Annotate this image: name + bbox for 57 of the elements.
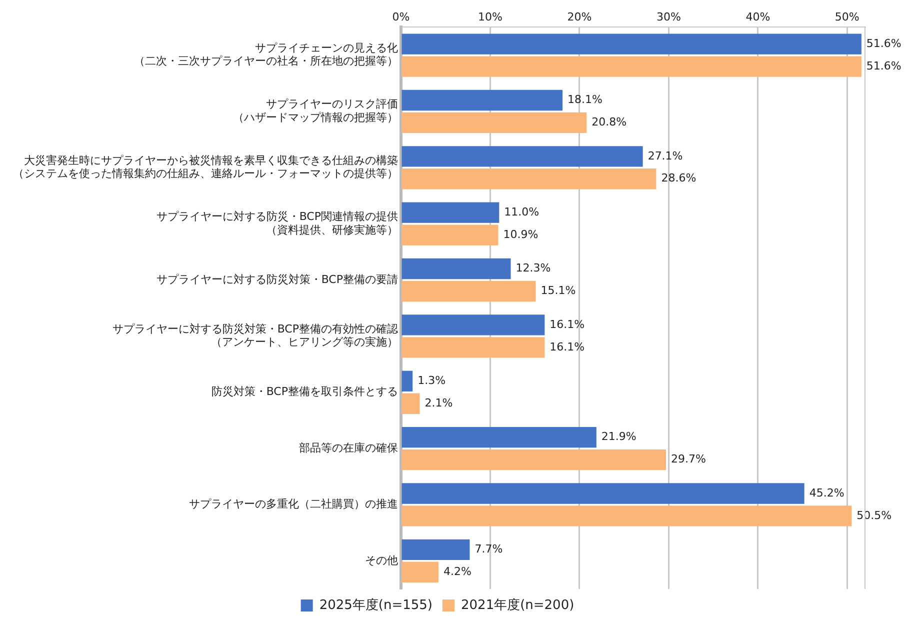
y-tick-label: サプライヤーに対する防災・BCP関連情報の提供（資料提供、研修実施等） [156,210,398,236]
data-label: 51.6% [866,36,902,50]
bar [402,202,500,223]
bar [402,483,804,504]
x-tick-label: 10% [478,10,502,24]
bar [402,426,596,448]
x-tick-label: 0% [392,10,410,24]
x-tick-label: 20% [567,10,592,24]
bar [402,90,563,111]
data-label: 16.1% [550,340,585,354]
bar [402,539,470,560]
data-label: 29.7% [671,452,706,466]
legend-label: 2025年度(n=155) [319,596,433,613]
bar [402,562,438,582]
bar [402,280,536,302]
y-tick-label: サプライヤーに対する防災対策・BCP整備の要請 [156,272,398,286]
data-label: 1.3% [418,374,446,387]
bar [402,314,545,336]
data-label: 15.1% [540,284,576,298]
y-tick-label: 大災害発生時にサプライヤーから被災情報を素早く収集できる仕組みの構築（システムを使った情報集約の仕組み、連絡ルール・フォーマットの提供等） [13,154,398,180]
data-label: 45.2% [809,486,844,500]
y-tick-label: その他 [365,554,398,567]
data-label: 7.7% [474,542,503,556]
bar [402,337,545,358]
data-label: 10.9% [503,228,538,241]
y-tick-label: サプライヤーの多重化（二社購買）の推進 [189,498,398,511]
bar [402,393,420,414]
bar [402,34,862,54]
y-tick-label: 部品等の在庫の確保 [299,441,398,454]
data-label: 2.1% [424,396,453,410]
data-label: 11.0% [504,205,540,218]
data-label: 12.3% [516,262,551,275]
data-label: 18.1% [568,93,602,106]
data-label: 16.1% [550,318,585,331]
x-tick-label: 30% [656,10,681,24]
bar [402,370,413,392]
x-tick-label: 40% [746,10,770,24]
x-tick-label: 50% [834,10,860,24]
bar [402,506,852,526]
bar [402,258,511,280]
data-label: 27.1% [648,149,683,162]
y-tick-label: 防災対策・BCP整備を取引条件とする [211,385,398,398]
data-label: 21.9% [601,430,636,444]
y-tick-label: サプライチェーンの見える化（二次・三次サプライヤーの社名・所在地の把握等） [134,42,398,68]
data-label: 28.6% [661,172,696,185]
legend-label: 2021年度(n=200) [461,596,574,613]
bar [402,56,862,77]
data-label: 51.6% [866,59,902,72]
data-label: 4.2% [443,565,472,578]
bar [402,112,587,134]
bar [402,168,656,190]
y-tick-label: サプライヤーに対する防災対策・BCP整備の有効性の確認（アンケート、ヒアリング等の実施） [112,322,398,349]
bar [402,146,643,167]
data-label: 20.8% [592,116,627,129]
y-tick-label: サプライヤーのリスク評価（ハザードマップ情報の把握等） [233,98,398,124]
bar [402,449,666,470]
bar [402,224,498,246]
